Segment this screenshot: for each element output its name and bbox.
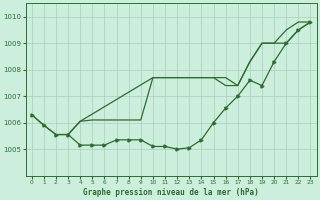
- X-axis label: Graphe pression niveau de la mer (hPa): Graphe pression niveau de la mer (hPa): [83, 188, 259, 197]
